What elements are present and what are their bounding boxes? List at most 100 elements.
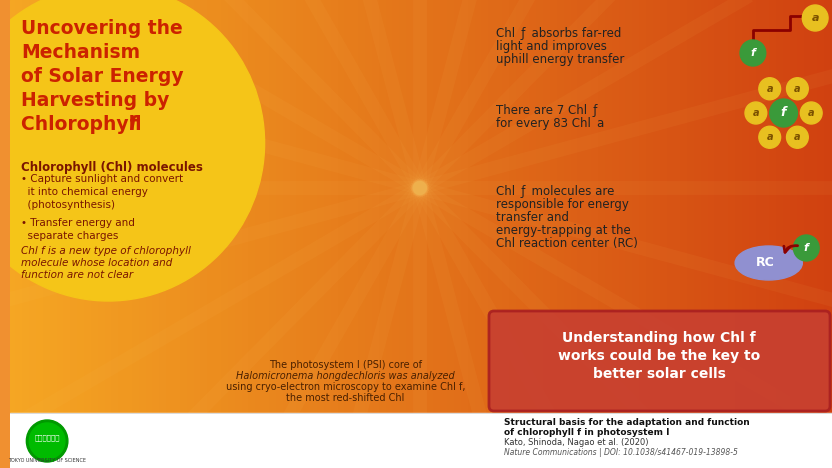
Bar [633,0,641,413]
Bar [811,0,820,413]
Text: a: a [811,13,819,23]
Bar [243,0,250,413]
Bar [626,0,634,413]
Text: f: f [804,243,809,253]
Bar [557,0,566,413]
Text: light and improves: light and improves [496,40,607,53]
Text: Understanding how Chl f: Understanding how Chl f [562,331,755,345]
Circle shape [29,423,65,459]
Circle shape [759,126,780,148]
Text: energy-trapping at the: energy-trapping at the [496,224,631,237]
Bar [736,0,744,413]
Bar [510,0,518,413]
Bar [483,0,490,413]
Text: of Solar Energy: of Solar Energy [22,66,184,86]
Bar [496,0,504,413]
Bar [57,0,66,413]
FancyBboxPatch shape [489,311,830,411]
Bar [250,0,257,413]
Text: Chl reaction center (RC): Chl reaction center (RC) [496,237,638,250]
Bar [85,0,93,413]
Bar [407,0,415,413]
Circle shape [27,420,68,462]
Bar [297,0,305,413]
Bar [126,0,134,413]
Text: a: a [766,84,773,94]
Text: The photosystem I (PSI) core of: The photosystem I (PSI) core of [269,360,422,370]
Circle shape [786,78,808,100]
Bar [531,0,538,413]
Bar [188,0,196,413]
Bar [201,0,210,413]
Bar [119,0,127,413]
Text: 東京理科大学: 東京理科大学 [34,435,60,441]
Bar [578,0,587,413]
Bar [441,0,449,413]
Bar [366,0,374,413]
Bar [379,0,388,413]
Bar [290,0,299,413]
Bar [764,0,771,413]
Bar [414,0,422,413]
Bar [716,0,723,413]
Text: Structural basis for the adaptation and function: Structural basis for the adaptation and … [504,418,750,427]
Text: Chlorophyll: Chlorophyll [22,115,149,133]
Bar [675,0,682,413]
Bar [612,0,621,413]
Bar [585,0,593,413]
Text: • Capture sunlight and convert
  it into chemical energy
  (photosynthesis): • Capture sunlight and convert it into c… [22,174,184,211]
Bar [146,0,155,413]
Circle shape [802,5,828,31]
Bar [537,0,545,413]
Bar [784,0,792,413]
Bar [99,0,106,413]
Text: Uncovering the: Uncovering the [22,19,183,37]
Bar [462,0,470,413]
Bar [606,0,614,413]
Text: Chlorophyll (Chl) molecules: Chlorophyll (Chl) molecules [22,161,203,174]
Text: works could be the key to: works could be the key to [558,349,760,363]
Circle shape [740,40,765,66]
Bar [825,0,832,413]
Bar [770,0,778,413]
Bar [311,0,319,413]
Text: for every 83 Chl  a: for every 83 Chl a [496,117,604,130]
Bar [421,0,428,413]
Text: Chl  ƒ  molecules are: Chl ƒ molecules are [496,185,614,198]
Text: Kato, Shinoda, Nagao et al. (2020): Kato, Shinoda, Nagao et al. (2020) [504,438,648,447]
Bar [681,0,689,413]
Text: • Transfer energy and
  separate charges: • Transfer energy and separate charges [22,218,136,241]
Bar [174,0,182,413]
Bar [270,0,278,413]
Bar [195,0,202,413]
Bar [750,0,758,413]
Bar [106,0,113,413]
Bar [277,0,285,413]
Text: transfer and: transfer and [496,211,569,224]
Bar [263,0,271,413]
Bar [235,0,244,413]
Bar [181,0,189,413]
Text: using cryo-electron microscopy to examine Chl f,: using cryo-electron microscopy to examin… [226,382,465,392]
Bar [400,0,408,413]
Bar [798,0,805,413]
Bar [332,0,339,413]
Bar [229,0,237,413]
Text: molecule whose location and: molecule whose location and [22,258,173,268]
Bar [551,0,559,413]
Text: TOKYO UNIVERSITY OF SCIENCE: TOKYO UNIVERSITY OF SCIENCE [8,459,87,463]
Bar [352,0,360,413]
Bar [455,0,463,413]
Bar [654,0,661,413]
Circle shape [794,235,820,261]
Bar [729,0,737,413]
Bar [387,0,394,413]
Bar [112,0,120,413]
Bar [434,0,443,413]
Bar [489,0,498,413]
Text: of chlorophyll f in photosystem I: of chlorophyll f in photosystem I [504,428,669,437]
Bar [44,0,52,413]
Bar [140,0,147,413]
Bar [345,0,354,413]
Bar [722,0,730,413]
